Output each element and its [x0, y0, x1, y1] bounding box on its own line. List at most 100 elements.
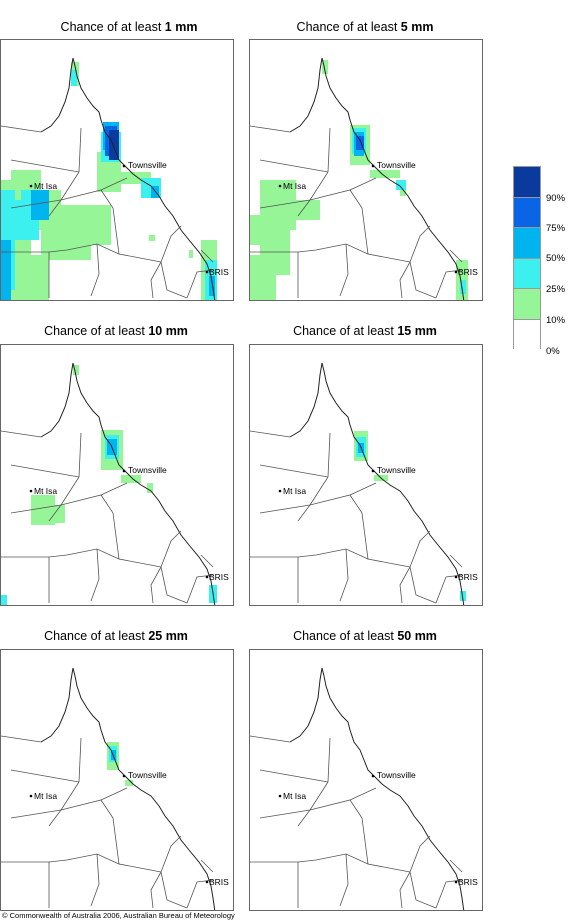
district-boundary — [48, 243, 120, 255]
map-canvas: Townsville Mt Isa BRIS — [250, 57, 478, 300]
district-boundary — [186, 879, 214, 909]
district-boundary — [259, 504, 311, 514]
map-canvas: Townsville Mt Isa BRIS — [1, 362, 229, 605]
gulf-coastline — [289, 362, 323, 438]
place-label-mt-isa: Mt Isa — [283, 181, 306, 191]
district-boundary — [327, 432, 331, 478]
place-label-bris: BRIS — [209, 267, 229, 277]
district-boundary — [160, 566, 188, 604]
district-boundary — [60, 799, 114, 819]
district-boundary — [200, 249, 214, 263]
place-dot — [454, 575, 458, 579]
place-dot — [29, 184, 33, 188]
district-boundary — [409, 566, 437, 604]
place-label-mt-isa: Mt Isa — [283, 791, 306, 801]
district-boundary — [160, 261, 188, 299]
coastline — [72, 57, 216, 300]
district-boundary — [250, 735, 291, 743]
district-boundary — [100, 177, 128, 191]
probability-cell — [189, 250, 193, 258]
place-dot — [29, 489, 33, 493]
gulf-coastline — [289, 57, 323, 133]
district-boundary — [409, 871, 437, 909]
gulf-coastline — [40, 362, 74, 438]
place-label-mt-isa: Mt Isa — [283, 486, 306, 496]
probability-overlay — [1, 365, 217, 605]
place-dot — [371, 774, 375, 778]
map-canvas: Townsville Mt Isa BRIS — [1, 667, 229, 910]
district-boundary — [250, 430, 291, 438]
legend-label-25: 25% — [546, 284, 566, 295]
map-canvas: Townsville Mt Isa BRIS — [1, 57, 229, 300]
district-boundary — [259, 464, 329, 478]
probability-cell — [356, 136, 364, 150]
district-boundary — [90, 548, 100, 602]
district-boundary — [90, 243, 100, 297]
legend-swatch-25 — [513, 257, 541, 288]
coastline — [321, 57, 465, 300]
place-dot — [29, 794, 33, 798]
probability-cell — [396, 180, 406, 190]
place-dot — [454, 880, 458, 884]
district-boundary — [10, 504, 62, 514]
legend-label-50: 50% — [546, 253, 566, 264]
place-label-townsville: Townsville — [377, 160, 416, 170]
district-boundary — [349, 482, 377, 496]
place-dot — [122, 164, 126, 168]
map-panel-5mm: Townsville Mt Isa BRIS — [249, 39, 483, 301]
map-panel-25mm: Townsville Mt Isa BRIS — [0, 649, 234, 911]
district-boundary — [259, 199, 311, 209]
probability-cell — [109, 130, 119, 160]
place-label-mt-isa: Mt Isa — [34, 181, 57, 191]
place-label-townsville: Townsville — [377, 465, 416, 475]
district-boundary — [361, 512, 411, 568]
place-label-mt-isa: Mt Isa — [34, 486, 57, 496]
district-boundary — [150, 566, 162, 604]
legend-label-0: 0% — [546, 346, 560, 357]
district-boundary — [409, 530, 431, 568]
district-boundary — [297, 853, 369, 865]
panel-title-15mm: Chance of at least 15 mm — [293, 324, 437, 338]
place-dot — [205, 270, 209, 274]
place-dot — [278, 794, 282, 798]
district-boundary — [48, 548, 120, 560]
district-boundary — [259, 769, 329, 783]
place-dot — [371, 164, 375, 168]
district-boundary — [399, 566, 411, 604]
probability-cell — [1, 595, 7, 605]
probability-cell — [400, 190, 406, 196]
place-dot — [122, 469, 126, 473]
copyright-notice: © Commonwealth of Australia 2006, Austra… — [2, 911, 235, 920]
probability-cell — [370, 170, 400, 178]
district-boundary — [399, 261, 411, 299]
district-boundary — [327, 737, 331, 783]
district-boundary — [409, 835, 431, 873]
district-boundary — [1, 430, 42, 438]
district-boundary — [250, 125, 291, 133]
district-boundary — [200, 554, 214, 568]
district-boundary — [160, 835, 182, 873]
district-boundary — [60, 494, 114, 514]
place-dot — [454, 270, 458, 274]
district-boundary — [259, 159, 329, 173]
place-label-townsville: Townsville — [128, 160, 167, 170]
gulf-coastline — [40, 57, 74, 133]
legend-swatch-10 — [513, 288, 541, 319]
probability-cell — [460, 280, 466, 294]
map-canvas: Townsville Mt Isa BRIS — [250, 362, 478, 605]
district-boundary — [449, 554, 463, 568]
place-label-mt-isa: Mt Isa — [34, 791, 57, 801]
district-boundary — [10, 199, 62, 209]
coastline — [72, 667, 216, 910]
district-boundary — [112, 817, 162, 873]
district-boundary — [297, 243, 369, 255]
map-panel-50mm: Townsville Mt Isa BRIS — [249, 649, 483, 911]
probability-cell — [125, 780, 133, 786]
panel-title-25mm: Chance of at least 25 mm — [44, 629, 188, 643]
place-dot — [205, 880, 209, 884]
place-label-townsville: Townsville — [377, 770, 416, 780]
probability-overlay — [250, 60, 468, 300]
district-boundary — [339, 243, 349, 297]
place-label-townsville: Townsville — [128, 770, 167, 780]
place-dot — [278, 489, 282, 493]
